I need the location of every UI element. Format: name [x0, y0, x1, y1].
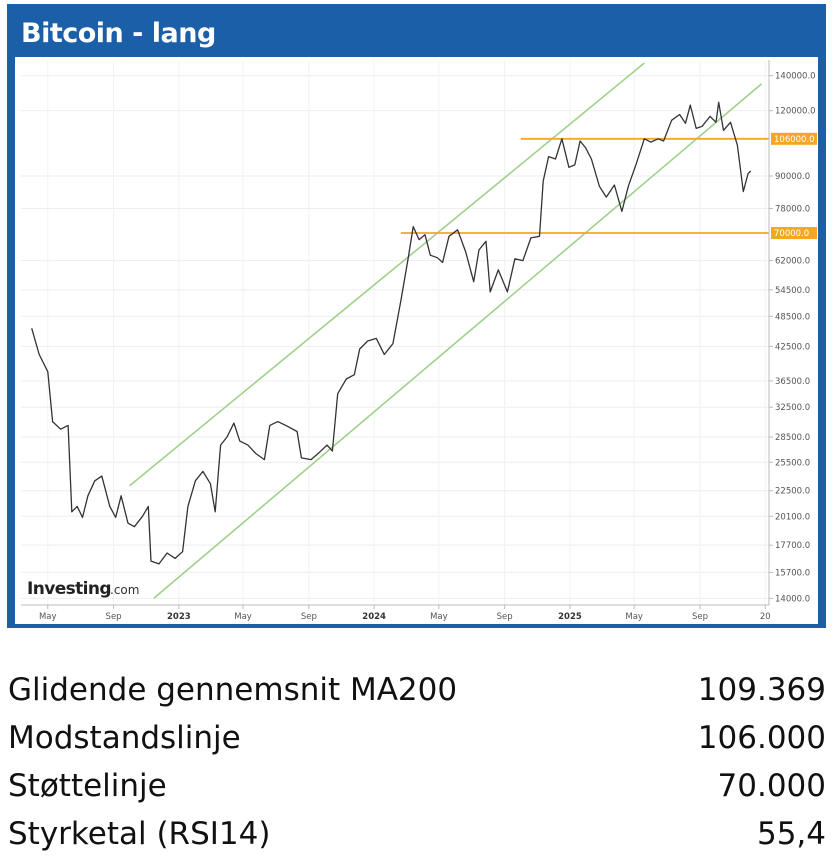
logo-brand: Investing: [27, 579, 111, 599]
price-line: [31, 101, 752, 565]
y-tick-label: 62000.0: [775, 257, 810, 267]
x-axis: May Sep 2023 May Sep 2024 May Sep 2025 May Sep 20: [21, 604, 771, 622]
trend-channel: [129, 62, 763, 600]
y-tick-label: 78000.0: [775, 204, 810, 214]
y-tick-label: 90000.0: [775, 172, 810, 182]
stat-label-rsi: Styrketal (RSI14): [8, 816, 271, 852]
y-tick-label: 14000.0: [775, 594, 810, 604]
y-tick-label: 140000.0: [775, 72, 816, 82]
stat-row-rsi: Styrketal (RSI14) 55,4: [8, 816, 826, 864]
x-tick-label: 2025: [558, 612, 582, 622]
stat-row-ma200: Glidende gennemsnit MA200 109.369: [8, 672, 826, 720]
y-tick-label: 15700.0: [775, 568, 810, 578]
y-tick-label: 22500.0: [775, 487, 810, 497]
x-tick-label: 2024: [362, 612, 386, 622]
stat-value-resistance: 106.000: [697, 720, 826, 756]
x-tick-label: Sep: [692, 612, 708, 622]
price-chart: 106000.0 70000.0 140000.0 120000.0 90000.0 7…: [21, 60, 817, 622]
trend-channel-lower: [153, 83, 763, 600]
panel-title: Bitcoin - lang: [21, 18, 216, 49]
stat-value-rsi: 55,4: [756, 816, 826, 852]
y-tick-label: 42500.0: [775, 342, 810, 352]
logo-suffix: .com: [110, 583, 139, 597]
trend-channel-upper: [129, 62, 645, 487]
stat-value-ma200: 109.369: [697, 672, 826, 708]
y-tick-label: 120000.0: [775, 107, 816, 117]
y-tick-label: 25500.0: [775, 458, 810, 468]
x-tick-label: May: [430, 612, 448, 622]
stat-value-support: 70.000: [717, 768, 826, 804]
stats-table: Glidende gennemsnit MA200 109.369 Modsta…: [8, 672, 826, 864]
stat-row-resistance: Modstandslinje 106.000: [8, 720, 826, 768]
stat-row-support: Støttelinje 70.000: [8, 768, 826, 816]
grid: [21, 60, 769, 605]
x-tick-label: May: [234, 612, 252, 622]
stat-label-support: Støttelinje: [8, 768, 167, 804]
stat-label-resistance: Modstandslinje: [8, 720, 241, 756]
price-series: [31, 101, 752, 565]
level-label-box: [771, 132, 817, 145]
y-tick-label: 54500.0: [775, 286, 810, 296]
y-axis: 140000.0 120000.0 90000.0 78000.0 62000.0 545…: [768, 60, 816, 605]
y-tick-label: 17700.0: [775, 541, 810, 551]
x-tick-label: Sep: [106, 612, 122, 622]
y-tick-label: 32500.0: [775, 403, 810, 413]
y-tick-label: 20100.0: [775, 512, 810, 522]
level-label: 106000.0: [774, 135, 815, 145]
level-label-box: [771, 227, 817, 240]
x-tick-label: May: [39, 612, 57, 622]
y-tick-label: 28500.0: [775, 433, 810, 443]
level-label: 70000.0: [774, 229, 809, 239]
x-tick-label: Sep: [301, 612, 317, 622]
chart-panel: Bitcoin - lang 106000.0 70000.0 140000.0 1…: [7, 4, 826, 628]
x-tick-label: May: [625, 612, 643, 622]
stat-label-ma200: Glidende gennemsnit MA200: [8, 672, 458, 708]
investing-logo: Investing .com: [27, 579, 139, 599]
chart-area: 106000.0 70000.0 140000.0 120000.0 90000.0 7…: [15, 57, 818, 624]
horizontal-levels: 106000.0 70000.0: [400, 132, 817, 240]
y-tick-label: 48500.0: [775, 312, 810, 322]
y-tick-label: 36500.0: [775, 377, 810, 387]
x-tick-label: Sep: [497, 612, 513, 622]
x-tick-label: 20: [760, 612, 771, 622]
x-tick-label: 2023: [167, 612, 191, 622]
